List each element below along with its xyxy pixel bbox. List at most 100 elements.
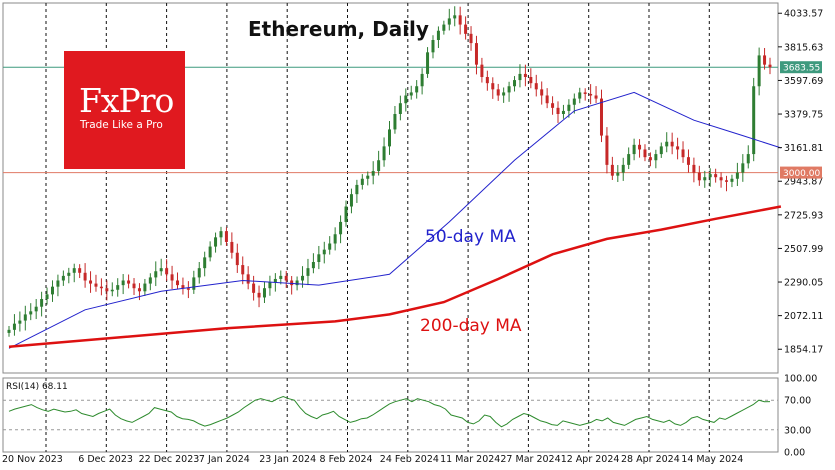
candle-body bbox=[474, 43, 478, 65]
x-tick-label: 23 Jan 2024 bbox=[259, 454, 316, 465]
candle-body bbox=[605, 135, 609, 165]
rsi-axis: 100.00 70.00 30.00 0.00 bbox=[784, 374, 817, 459]
candle-body bbox=[567, 104, 571, 111]
candle-body bbox=[116, 285, 120, 290]
candle-body bbox=[436, 30, 440, 40]
y-tick-label: 2072.11 bbox=[784, 311, 823, 322]
candle-body bbox=[730, 178, 734, 182]
x-tick-label: 11 Mar 2024 bbox=[440, 454, 500, 465]
candle-body bbox=[654, 154, 658, 161]
rsi-tick-label: 70.00 bbox=[784, 396, 811, 407]
candles bbox=[7, 6, 772, 337]
rsi-tick-label: 100.00 bbox=[784, 374, 817, 385]
x-tick-label: 22 Dec 2023 bbox=[139, 454, 200, 465]
candle-body bbox=[176, 280, 180, 286]
candle-body bbox=[322, 249, 326, 255]
candle-body bbox=[224, 231, 228, 242]
candle-body bbox=[518, 73, 522, 81]
candle-body bbox=[551, 103, 555, 108]
candle-body bbox=[453, 15, 457, 19]
candle-body bbox=[371, 171, 375, 176]
candle-body bbox=[360, 178, 364, 185]
logo-tagline: Trade Like a Pro bbox=[80, 119, 163, 131]
vertical-grid bbox=[45, 3, 710, 452]
candle-body bbox=[659, 146, 663, 155]
candle-body bbox=[485, 77, 489, 84]
candle-body bbox=[328, 243, 332, 250]
x-tick-label: 6 Dec 2023 bbox=[78, 454, 133, 465]
candle-body bbox=[23, 314, 27, 321]
candle-body bbox=[529, 77, 533, 84]
candle-body bbox=[763, 55, 767, 65]
candle-body bbox=[94, 283, 98, 287]
candle-body bbox=[344, 206, 348, 222]
candle-body bbox=[632, 144, 636, 155]
candle-body bbox=[121, 280, 125, 286]
candle-body bbox=[594, 95, 598, 99]
candle-body bbox=[78, 268, 82, 273]
y-tick-label: 2507.99 bbox=[784, 244, 823, 255]
candle-body bbox=[317, 254, 321, 262]
x-tick-label: 28 Apr 2024 bbox=[621, 454, 680, 465]
x-tick-label: 7 Jan 2024 bbox=[199, 454, 250, 465]
level-price-label: 3000.00 bbox=[783, 169, 820, 179]
candle-body bbox=[610, 164, 614, 176]
candle-body bbox=[388, 129, 391, 147]
candle-body bbox=[426, 52, 430, 74]
candle-body bbox=[616, 172, 620, 176]
candle-body bbox=[154, 271, 158, 278]
candle-body bbox=[159, 268, 163, 272]
candle-body bbox=[295, 280, 299, 286]
candle-body bbox=[561, 110, 565, 114]
candle-body bbox=[148, 277, 152, 284]
rsi-panel bbox=[2, 377, 779, 453]
candle-body bbox=[143, 283, 147, 292]
candle-body bbox=[290, 280, 294, 286]
candle-body bbox=[491, 83, 495, 90]
candle-body bbox=[34, 306, 38, 312]
candle-body bbox=[170, 274, 174, 281]
candle-body bbox=[366, 175, 370, 179]
candle-body bbox=[670, 141, 674, 147]
candle-body bbox=[72, 268, 76, 273]
candle-body bbox=[83, 272, 87, 281]
rsi-tick-label: 0.00 bbox=[784, 448, 805, 459]
candle-body bbox=[132, 283, 136, 289]
candle-body bbox=[301, 275, 305, 281]
candle-body bbox=[349, 194, 353, 207]
candle-body bbox=[208, 246, 212, 258]
candle-body bbox=[583, 92, 587, 94]
candle-body bbox=[507, 86, 511, 93]
candle-body bbox=[599, 98, 603, 136]
candle-body bbox=[18, 320, 22, 324]
candle-body bbox=[257, 292, 261, 298]
candle-body bbox=[442, 24, 446, 31]
candle-body bbox=[681, 149, 685, 158]
candle-body bbox=[306, 268, 310, 276]
candle-body bbox=[757, 55, 761, 87]
rsi-label: RSI(14) 68.11 bbox=[6, 382, 68, 392]
candle-body bbox=[99, 286, 103, 289]
candle-body bbox=[110, 289, 114, 292]
candle-body bbox=[746, 154, 750, 164]
candle-body bbox=[89, 280, 93, 284]
candle-body bbox=[56, 280, 60, 287]
candle-body bbox=[398, 103, 402, 114]
x-axis: 20 Nov 2023 6 Dec 2023 22 Dec 2023 7 Jan 20… bbox=[2, 454, 743, 465]
candle-body bbox=[469, 33, 473, 44]
rsi-tick-label: 30.00 bbox=[784, 425, 811, 436]
candle-body bbox=[382, 146, 386, 161]
candle-body bbox=[648, 157, 652, 161]
y-tick-label: 3161.81 bbox=[784, 143, 823, 154]
candle-body bbox=[197, 268, 201, 278]
ma50-line bbox=[8, 91, 782, 349]
candle-body bbox=[268, 282, 272, 289]
candle-body bbox=[708, 174, 712, 178]
candle-body bbox=[768, 64, 772, 68]
x-tick-label: 27 Mar 2024 bbox=[500, 454, 560, 465]
candle-body bbox=[203, 257, 207, 269]
candle-body bbox=[67, 272, 71, 276]
candle-body bbox=[589, 93, 593, 96]
candle-body bbox=[279, 275, 283, 279]
x-tick-label: 12 Apr 2024 bbox=[561, 454, 620, 465]
